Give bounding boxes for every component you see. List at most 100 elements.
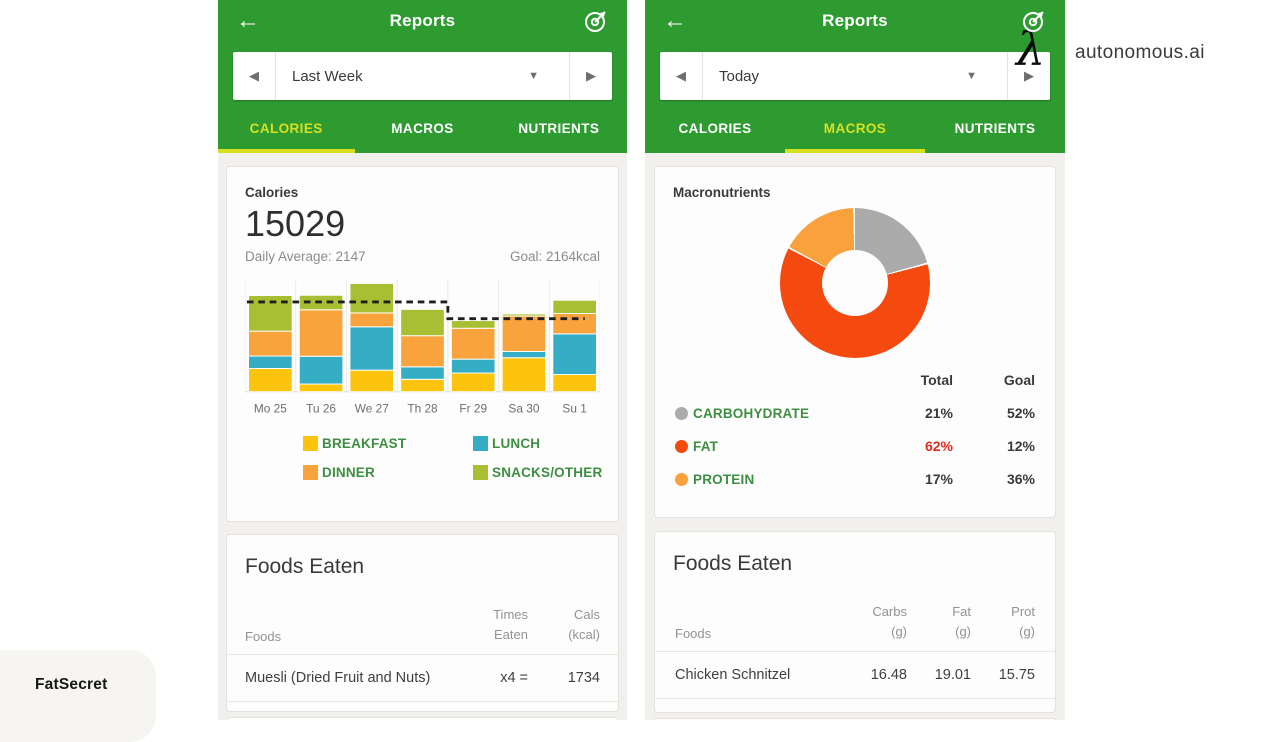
tab-calories[interactable]: CALORIES xyxy=(249,120,323,136)
goal-target-icon[interactable] xyxy=(1021,8,1047,34)
macro-dot xyxy=(675,406,688,420)
legend-swatch xyxy=(473,464,488,480)
calories-summary-card: Calories 15029 Daily Average: 2147 Goal:… xyxy=(226,166,619,522)
date-next-button[interactable]: ▶ xyxy=(586,68,596,83)
column-foods: Foods xyxy=(245,629,282,644)
date-range-selector: ◀ Last Week ▼ ▶ xyxy=(233,52,612,100)
macro-dot xyxy=(675,472,688,486)
food-row[interactable]: Muesli (Dried Fruit and Nuts) x4 = 1734 xyxy=(227,655,618,701)
legend-label: LUNCH xyxy=(492,435,541,451)
legend-label: DINNER xyxy=(322,464,375,480)
column-times-eaten: Times Eaten xyxy=(493,607,528,642)
screenshot-reports-macros: ← Reports ◀ Today ▼ ▶ CALORIES xyxy=(645,0,1065,720)
macros-table: Total Goal CARBOHYDRATE 21% 52% FAT 62% 12% PR… xyxy=(655,358,1055,487)
svg-text:Su 1: Su 1 xyxy=(562,401,587,415)
fatsecret-label: FatSecret xyxy=(35,676,108,693)
date-dropdown-value: Last Week xyxy=(292,67,363,85)
daily-average-label: Daily Average: 2147 xyxy=(245,248,366,264)
divider xyxy=(569,52,570,100)
legend-swatch xyxy=(303,464,318,480)
back-button[interactable]: ← xyxy=(236,7,260,34)
legend-item-dinner: DINNER xyxy=(303,464,473,480)
food-fat: 19.01 xyxy=(934,667,971,683)
svg-text:Sa 30: Sa 30 xyxy=(508,401,539,415)
divider xyxy=(655,698,1055,699)
app-header: ← Reports ◀ Last Week ▼ ▶ CALORIES xyxy=(218,0,627,153)
calories-stacked-bar-chart: Mo 25 Tu 26 We 27 Th 28 Fr 29 Sa 30 Su 1 xyxy=(245,279,600,415)
column-total: Total xyxy=(920,372,953,388)
macro-label: FAT xyxy=(693,438,719,454)
tab-nutrients[interactable]: NUTRIENTS xyxy=(954,120,1036,136)
active-tab-indicator xyxy=(784,149,926,153)
brand-text: autonomous.ai xyxy=(1075,42,1205,63)
screenshot-reports-calories: ← Reports ◀ Last Week ▼ ▶ CALORIES xyxy=(218,0,627,720)
column-foods: Foods xyxy=(675,626,712,641)
divider xyxy=(1007,52,1008,100)
column-fat: Fat (g) xyxy=(952,604,971,639)
food-times-eaten: x4 = xyxy=(500,670,528,686)
divider xyxy=(702,52,703,100)
food-cals: 1734 xyxy=(567,670,600,686)
macro-row-carbohydrate: CARBOHYDRATE 21% 52% xyxy=(675,405,1035,421)
back-button[interactable]: ← xyxy=(663,7,687,34)
foods-table-header: Foods Times Eaten Cals (kcal) xyxy=(227,579,618,654)
svg-text:Th 28: Th 28 xyxy=(407,401,438,415)
legend-item-snacks-other: SNACKS/OTHER xyxy=(473,464,618,480)
macro-goal-value: 36% xyxy=(1006,471,1035,487)
calories-total-value: 15029 xyxy=(245,203,346,244)
chart-legend: BREAKFAST LUNCH DINNER SNACKS/OTHER xyxy=(303,435,602,480)
macro-total-value: 17% xyxy=(924,471,953,487)
date-prev-button[interactable]: ◀ xyxy=(249,68,259,83)
date-prev-button[interactable]: ◀ xyxy=(676,68,686,83)
date-dropdown[interactable]: Last Week ▼ xyxy=(276,52,569,100)
divider xyxy=(227,654,618,655)
tab-calories[interactable]: CALORIES xyxy=(678,120,752,136)
goal-label: Goal: 2164kcal xyxy=(509,248,600,264)
tab-nutrients[interactable]: NUTRIENTS xyxy=(518,120,600,136)
date-next-button[interactable]: ▶ xyxy=(1024,68,1034,83)
foods-table-header: Foods Carbs (g) Fat (g) Prot (g) xyxy=(655,576,1055,651)
foods-eaten-title: Foods Eaten xyxy=(673,552,793,575)
macro-label: PROTEIN xyxy=(693,471,755,487)
divider xyxy=(655,651,1055,652)
tab-macros[interactable]: MACROS xyxy=(823,120,887,136)
foods-eaten-title: Foods Eaten xyxy=(245,555,365,578)
chevron-down-icon: ▼ xyxy=(966,70,977,82)
fatsecret-badge: FatSecret xyxy=(0,650,156,742)
svg-text:Fr 29: Fr 29 xyxy=(459,401,487,415)
column-carbs: Carbs (g) xyxy=(872,604,907,639)
active-tab-indicator xyxy=(218,149,355,153)
date-dropdown[interactable]: Today ▼ xyxy=(703,52,1007,100)
legend-label: SNACKS/OTHER xyxy=(492,464,603,480)
date-dropdown-value: Today xyxy=(719,67,760,85)
food-name: Chicken Schnitzel xyxy=(675,667,791,683)
report-tabs: CALORIES MACROS NUTRIENTS xyxy=(218,109,627,153)
food-row[interactable]: Chicken Schnitzel 16.48 19.01 15.75 xyxy=(655,652,1055,698)
column-goal: Goal xyxy=(1003,372,1035,388)
macro-row-protein: PROTEIN 17% 36% xyxy=(675,471,1035,487)
macronutrients-donut-chart xyxy=(780,208,930,358)
next-card-partial xyxy=(226,717,619,720)
legend-swatch xyxy=(303,435,318,451)
macronutrients-card: Macronutrients Total Goal CARBOHYDRATE 21… xyxy=(654,166,1056,518)
app-header: ← Reports ◀ Today ▼ ▶ CALORIES xyxy=(645,0,1065,153)
legend-swatch xyxy=(473,435,488,451)
svg-text:We 27: We 27 xyxy=(355,401,389,415)
divider xyxy=(275,52,276,100)
svg-text:Mo 25: Mo 25 xyxy=(254,401,287,415)
page-title: Reports xyxy=(389,11,456,30)
macros-card-title: Macronutrients xyxy=(673,185,771,200)
calories-card-title: Calories xyxy=(245,185,299,200)
food-name: Muesli (Dried Fruit and Nuts) xyxy=(245,670,431,686)
macro-row-fat: FAT 62% 12% xyxy=(675,438,1035,454)
tab-macros[interactable]: MACROS xyxy=(391,120,454,136)
date-range-selector: ◀ Today ▼ ▶ xyxy=(660,52,1050,100)
chevron-down-icon: ▼ xyxy=(528,70,539,82)
goal-target-icon[interactable] xyxy=(583,8,609,34)
macro-total-value: 62% xyxy=(924,438,953,454)
food-prot: 15.75 xyxy=(998,667,1035,683)
report-tabs: CALORIES MACROS NUTRIENTS xyxy=(645,109,1065,153)
donut-hole xyxy=(822,250,888,316)
lambda-logo-icon: λ xyxy=(1016,22,1046,76)
legend-item-breakfast: BREAKFAST xyxy=(303,435,473,451)
